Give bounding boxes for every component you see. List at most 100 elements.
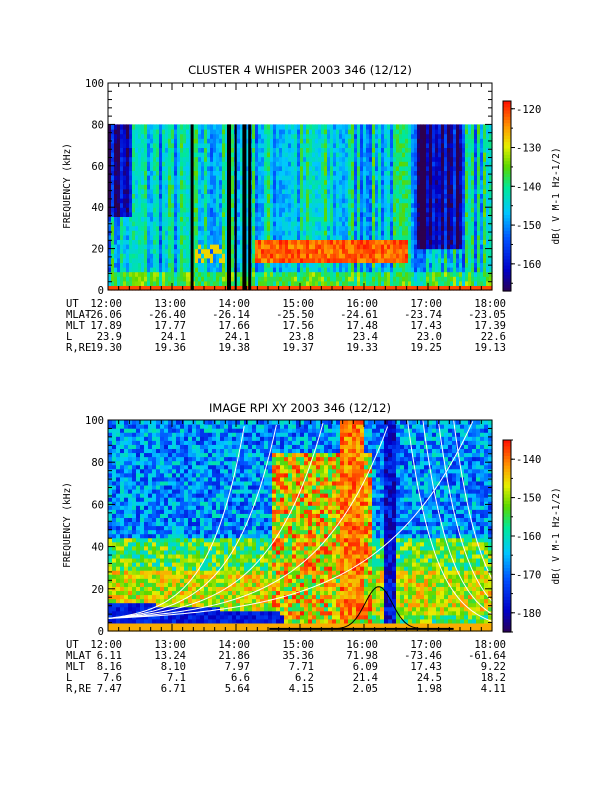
spectrogram-cell: [112, 549, 117, 555]
spectrogram-cell: [453, 138, 457, 144]
spectrogram-cell: [354, 184, 358, 190]
spectrogram-cell: [480, 244, 484, 250]
spectrogram-cell: [300, 184, 304, 190]
spectrogram-cell: [129, 225, 133, 231]
spectrogram-cell: [480, 156, 484, 162]
spectrogram-cell: [117, 262, 121, 268]
spectrogram-cell: [141, 267, 145, 273]
spectrogram-cell: [207, 207, 211, 213]
spectrogram-cell: [114, 276, 118, 282]
spectrogram-cell: [471, 142, 475, 148]
colorbar-swatch: [503, 253, 511, 257]
spectrogram-cell: [330, 193, 334, 199]
spectrogram-cell: [267, 129, 271, 135]
spectrogram-cell: [423, 280, 427, 286]
spectrogram-cell: [112, 521, 117, 527]
spectrogram-cell: [312, 211, 316, 217]
spectrogram-cell: [369, 165, 373, 171]
spectrogram-cell: [318, 211, 322, 217]
spectrogram-cell: [282, 244, 286, 250]
spectrogram-cell: [225, 225, 229, 231]
spectrogram-cell: [126, 225, 130, 231]
spectrogram-cell: [300, 221, 304, 227]
spectrogram-cell: [402, 267, 406, 273]
spectrogram-cell: [120, 230, 124, 236]
spectrogram-cell: [390, 198, 394, 204]
spectrogram-cell: [459, 280, 463, 286]
spectrogram-cell: [222, 170, 226, 176]
spectrogram-cell: [264, 198, 268, 204]
spectrogram-cell: [237, 267, 241, 273]
spectrogram-cell: [363, 133, 367, 139]
spectrogram-cell: [489, 193, 493, 199]
spectrogram-cell: [429, 152, 433, 158]
spectrogram-cell: [438, 211, 442, 217]
spectrogram-cell: [477, 253, 481, 259]
spectrogram-cell: [483, 147, 487, 153]
spectrogram-cell: [381, 216, 385, 222]
spectrogram-cell: [186, 142, 190, 148]
spectrogram-cell: [306, 179, 310, 185]
spectrogram-cell: [390, 202, 394, 208]
spectrogram-cell: [489, 207, 493, 213]
spectrogram-cell: [150, 244, 154, 250]
spectrogram-cell: [141, 285, 145, 291]
spectrogram-cell: [432, 267, 436, 273]
spectrogram-cell: [126, 188, 130, 194]
spectrogram-cell: [135, 129, 139, 135]
spectrogram-cell: [168, 142, 172, 148]
spectrogram-cell: [384, 188, 388, 194]
spectrogram-cell: [393, 253, 397, 259]
colorbar-tick-label: -140: [516, 181, 541, 193]
spectrogram-cell: [474, 175, 478, 181]
spectrogram-cell: [375, 216, 379, 222]
spectrogram-cell: [432, 179, 436, 185]
spectrogram-cell: [213, 156, 217, 162]
spectrogram-cell: [444, 142, 448, 148]
spectrogram-cell: [210, 129, 214, 135]
spectrogram-cell: [372, 253, 376, 259]
spectrogram-cell: [402, 184, 406, 190]
spectrogram-cell: [192, 248, 196, 254]
spectrogram-cell: [363, 225, 367, 231]
spectrogram-cell: [159, 207, 163, 213]
spectrogram-cell: [171, 152, 175, 158]
spectrogram-cell: [312, 276, 316, 282]
spectrogram-cell: [162, 211, 166, 217]
spectrogram-cell: [291, 239, 295, 245]
y-tick-label: 0: [98, 285, 104, 297]
spectrogram-cell: [108, 161, 112, 167]
spectrogram-cell: [141, 133, 145, 139]
colorbar-swatch: [503, 278, 511, 283]
spectrogram-cell: [213, 147, 217, 153]
spectrogram-cell: [486, 253, 490, 259]
spectrogram-cell: [162, 152, 166, 158]
spectrogram-cell: [116, 602, 121, 608]
spectrogram-cell: [465, 211, 469, 217]
spectrogram-cell: [342, 234, 346, 240]
spectrogram-cell: [240, 221, 244, 227]
spectrogram-cell: [219, 285, 223, 291]
spectrogram-cell: [171, 257, 175, 263]
spectrogram-cell: [456, 225, 460, 231]
spectrogram-cell: [141, 262, 145, 268]
spectrogram-cell: [261, 248, 265, 254]
spectrogram-cell: [116, 590, 121, 596]
spectrogram-cell: [252, 216, 256, 222]
spectrogram-cell: [162, 285, 166, 291]
spectrogram-cell: [288, 188, 292, 194]
spectrogram-cell: [273, 156, 277, 162]
spectrogram-cell: [426, 267, 430, 273]
spectrogram-cell: [462, 129, 466, 135]
spectrogram-cell: [204, 253, 208, 259]
spectrogram-cell: [351, 239, 355, 245]
spectrogram-cell: [231, 193, 235, 199]
spectrogram-cell: [486, 198, 490, 204]
spectrogram-cell: [477, 262, 481, 268]
spectrogram-cell: [474, 184, 478, 190]
spectrogram-cell: [468, 216, 472, 222]
spectrogram-cell: [216, 152, 220, 158]
spectrogram-cell: [171, 188, 175, 194]
spectrogram-cell: [477, 170, 481, 176]
spectrogram-cell: [390, 262, 394, 268]
